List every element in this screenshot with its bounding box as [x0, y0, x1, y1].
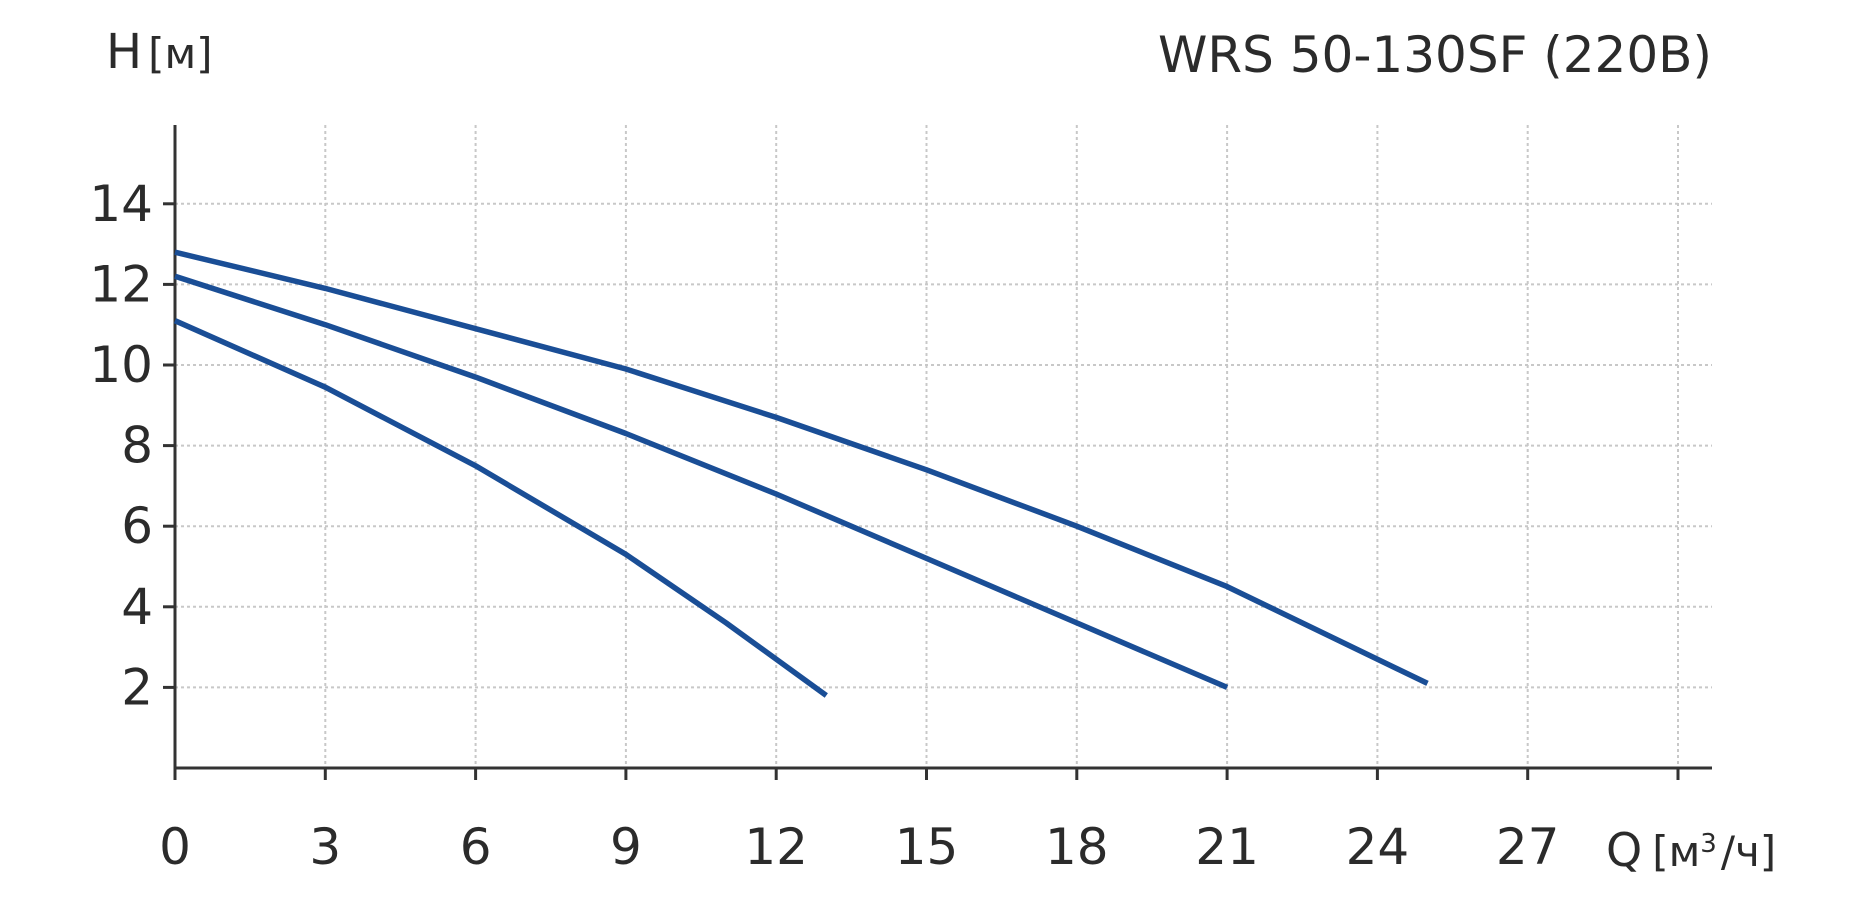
x-axis-label: Q [м3/ч]	[1606, 823, 1776, 877]
x-tick-label: 0	[159, 818, 191, 876]
x-axis-label-symbol: Q	[1606, 823, 1642, 877]
x-tick-label: 12	[744, 818, 808, 876]
y-axis-label-symbol: H	[106, 24, 142, 80]
curve-line-2	[174, 273, 1229, 690]
x-tick-label: 9	[610, 818, 642, 876]
x-tick-label: 27	[1496, 818, 1560, 876]
x-axis-label-unit-a: [м	[1652, 827, 1700, 876]
y-tick-label: 6	[121, 497, 153, 555]
x-tick-label: 6	[460, 818, 492, 876]
x-tick-label: 21	[1195, 818, 1259, 876]
x-axis-label-unit-b: /ч]	[1721, 827, 1776, 876]
y-tick-label: 2	[121, 658, 153, 716]
curve-line-1	[173, 318, 828, 698]
curve-line-3	[174, 249, 1429, 686]
y-axis-label: H [м]	[106, 24, 213, 80]
grid-layer	[175, 125, 1712, 768]
x-tick-label: 3	[309, 818, 341, 876]
chart-title: WRS 50-130SF (220В)	[1158, 26, 1712, 84]
x-tick-label: 24	[1346, 818, 1410, 876]
series-layer	[173, 249, 1429, 698]
labels-layer: WRS 50-130SF (220В) H [м] Q [м3/ч]	[106, 24, 1776, 877]
y-tick-label: 10	[89, 336, 153, 394]
y-tick-label: 14	[89, 175, 153, 233]
x-tick-label: 15	[895, 818, 959, 876]
y-tick-label: 12	[89, 255, 153, 313]
y-axis-label-unit: [м]	[148, 29, 212, 78]
y-tick-label: 4	[121, 578, 153, 636]
x-tick-label: 18	[1045, 818, 1109, 876]
y-tick-label: 8	[121, 417, 153, 475]
x-axis-label-unit-sup: 3	[1700, 829, 1717, 859]
